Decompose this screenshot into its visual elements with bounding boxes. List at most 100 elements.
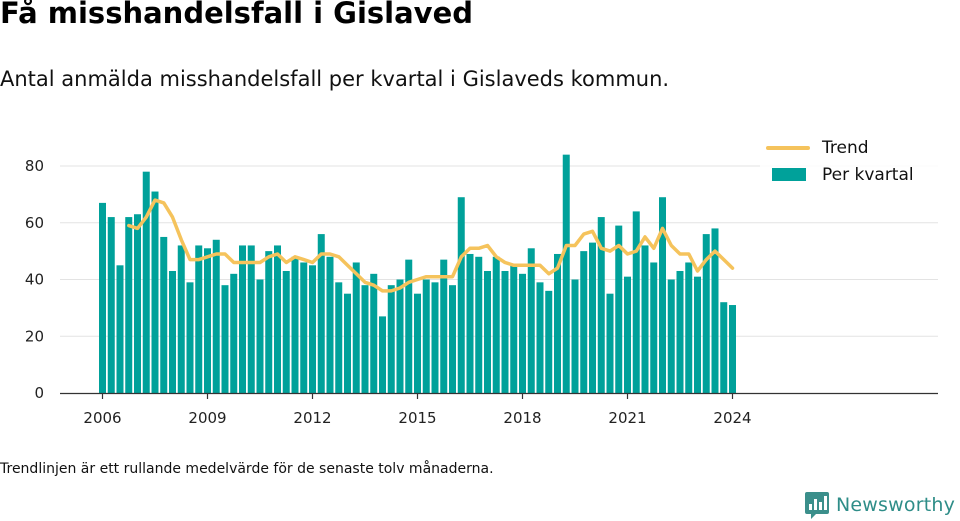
bar	[466, 253, 474, 393]
bar	[606, 293, 614, 393]
bar	[116, 265, 124, 393]
chart-title: Få misshandelsfall i Gislaved	[0, 0, 473, 30]
legend-label-trend: Trend	[821, 138, 869, 158]
x-tick-label: 2009	[188, 409, 226, 427]
legend-swatch-per-kvartal	[772, 168, 806, 181]
bar	[422, 279, 430, 393]
legend-background	[760, 133, 938, 191]
bar	[247, 245, 255, 393]
bar	[326, 256, 334, 393]
bar	[204, 248, 211, 393]
legend: Trend Per kvartal	[760, 133, 938, 191]
bar	[134, 214, 141, 393]
y-tick-label: 80	[25, 157, 44, 175]
x-tick-label: 2021	[608, 409, 646, 427]
bar	[274, 245, 281, 393]
bar	[667, 279, 675, 393]
y-tick-label: 20	[25, 327, 44, 345]
bar	[720, 302, 728, 393]
bar	[160, 236, 168, 393]
bar	[694, 276, 701, 393]
bar	[282, 270, 290, 393]
bar	[370, 273, 378, 393]
bar-series-per-kvartal	[99, 154, 736, 393]
bar	[396, 279, 404, 393]
bar	[352, 262, 360, 393]
x-tick-label: 2018	[503, 409, 541, 427]
trend-series	[127, 198, 735, 293]
x-tick-label: 2006	[83, 409, 121, 427]
newsworthy-logo-icon	[805, 492, 829, 519]
bar	[562, 154, 570, 393]
brand-name: Newsworthy	[836, 494, 956, 516]
bar	[431, 282, 439, 393]
bar	[501, 270, 509, 393]
bar	[265, 251, 273, 393]
bar	[221, 285, 229, 393]
x-tick-label: 2024	[713, 409, 751, 427]
bar	[624, 276, 631, 393]
bar	[151, 191, 159, 393]
chart-subtitle: Antal anmälda misshandelsfall per kvarta…	[0, 67, 670, 91]
bar	[510, 265, 518, 393]
bar	[379, 316, 386, 393]
x-tick-label: 2015	[398, 409, 436, 427]
bar	[142, 171, 150, 393]
bar	[711, 228, 719, 393]
bar	[589, 242, 596, 393]
bar	[457, 197, 465, 393]
footnote: Trendlinjen är ett rullande medelvärde f…	[0, 461, 494, 477]
bar	[317, 234, 325, 393]
y-tick-label: 40	[25, 271, 44, 289]
bar	[650, 262, 658, 393]
bar	[99, 202, 106, 393]
bar	[300, 262, 308, 393]
bar	[702, 234, 710, 393]
bar	[641, 245, 649, 393]
bar	[527, 248, 535, 393]
bar	[615, 225, 623, 393]
bar	[475, 256, 483, 393]
y-tick-label: 60	[25, 214, 44, 232]
bar	[125, 217, 133, 393]
bar	[309, 265, 316, 393]
bar	[676, 270, 684, 393]
bar	[632, 211, 640, 393]
y-tick-label: 0	[34, 384, 44, 402]
bar	[536, 282, 544, 393]
bar	[344, 293, 351, 393]
bar	[387, 285, 395, 393]
bar	[107, 217, 115, 393]
bar	[405, 259, 413, 393]
bar	[212, 239, 220, 393]
axes: 0 20 40 60 80 2006 2009 2012 2015 2018 2021 2024	[25, 157, 938, 427]
bar	[335, 282, 343, 393]
bar	[492, 256, 500, 393]
bar	[545, 290, 553, 393]
bar	[186, 282, 194, 393]
bar	[361, 285, 369, 393]
bar	[169, 270, 176, 393]
bar	[195, 245, 203, 393]
x-tick-label: 2012	[293, 409, 331, 427]
bar	[554, 253, 561, 393]
bar	[239, 245, 246, 393]
bar	[177, 245, 185, 393]
bar	[484, 270, 491, 393]
bar	[729, 305, 736, 393]
bar	[449, 285, 456, 393]
bar	[580, 251, 588, 393]
bar	[414, 293, 421, 393]
bar	[440, 259, 448, 393]
trend-line	[127, 198, 735, 293]
bar	[685, 262, 693, 393]
bar	[230, 273, 238, 393]
bar	[256, 279, 264, 393]
bar	[519, 273, 526, 393]
bar	[597, 217, 605, 393]
brand-logo[interactable]: Newsworthy	[804, 489, 955, 521]
bar	[291, 256, 299, 393]
legend-label-per-kvartal: Per kvartal	[822, 165, 914, 185]
bar	[659, 197, 666, 393]
